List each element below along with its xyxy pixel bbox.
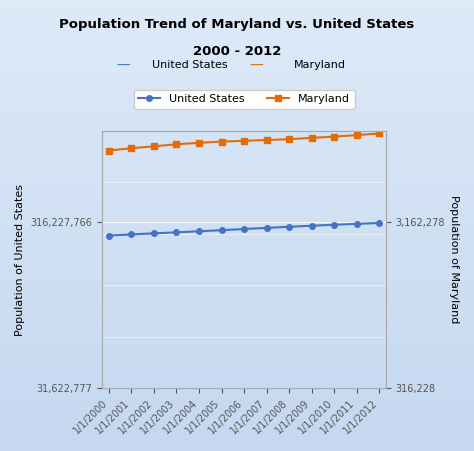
Maryland <box>376 131 382 136</box>
Text: Maryland: Maryland <box>294 60 346 70</box>
United States <box>354 221 359 226</box>
Line: Maryland: Maryland <box>106 131 382 153</box>
United States <box>106 233 112 238</box>
Y-axis label: Population of United States: Population of United States <box>15 184 25 336</box>
Maryland <box>196 140 202 146</box>
United States <box>241 226 247 232</box>
United States <box>331 222 337 227</box>
United States <box>219 227 224 233</box>
United States <box>264 225 269 230</box>
Y-axis label: Population of Maryland: Population of Maryland <box>449 195 459 324</box>
Line: United States: United States <box>106 220 382 238</box>
Maryland <box>286 137 292 142</box>
Text: —: — <box>116 58 130 73</box>
Text: Population Trend of Maryland vs. United States: Population Trend of Maryland vs. United … <box>59 18 415 31</box>
Maryland <box>151 143 157 149</box>
United States <box>309 223 314 229</box>
Maryland <box>264 137 269 143</box>
United States <box>376 220 382 226</box>
Maryland <box>173 142 179 147</box>
Maryland <box>309 135 314 141</box>
United States <box>196 229 202 234</box>
Text: United States: United States <box>152 60 228 70</box>
Maryland <box>128 146 134 151</box>
Text: 2000 - 2012: 2000 - 2012 <box>193 45 281 58</box>
Maryland <box>241 138 247 143</box>
Legend: United States, Maryland: United States, Maryland <box>134 90 355 109</box>
Maryland <box>106 148 112 153</box>
United States <box>286 224 292 230</box>
Maryland <box>331 134 337 139</box>
Maryland <box>354 133 359 138</box>
United States <box>128 232 134 237</box>
United States <box>173 230 179 235</box>
United States <box>151 230 157 236</box>
Text: —: — <box>249 58 263 73</box>
Maryland <box>219 139 224 144</box>
